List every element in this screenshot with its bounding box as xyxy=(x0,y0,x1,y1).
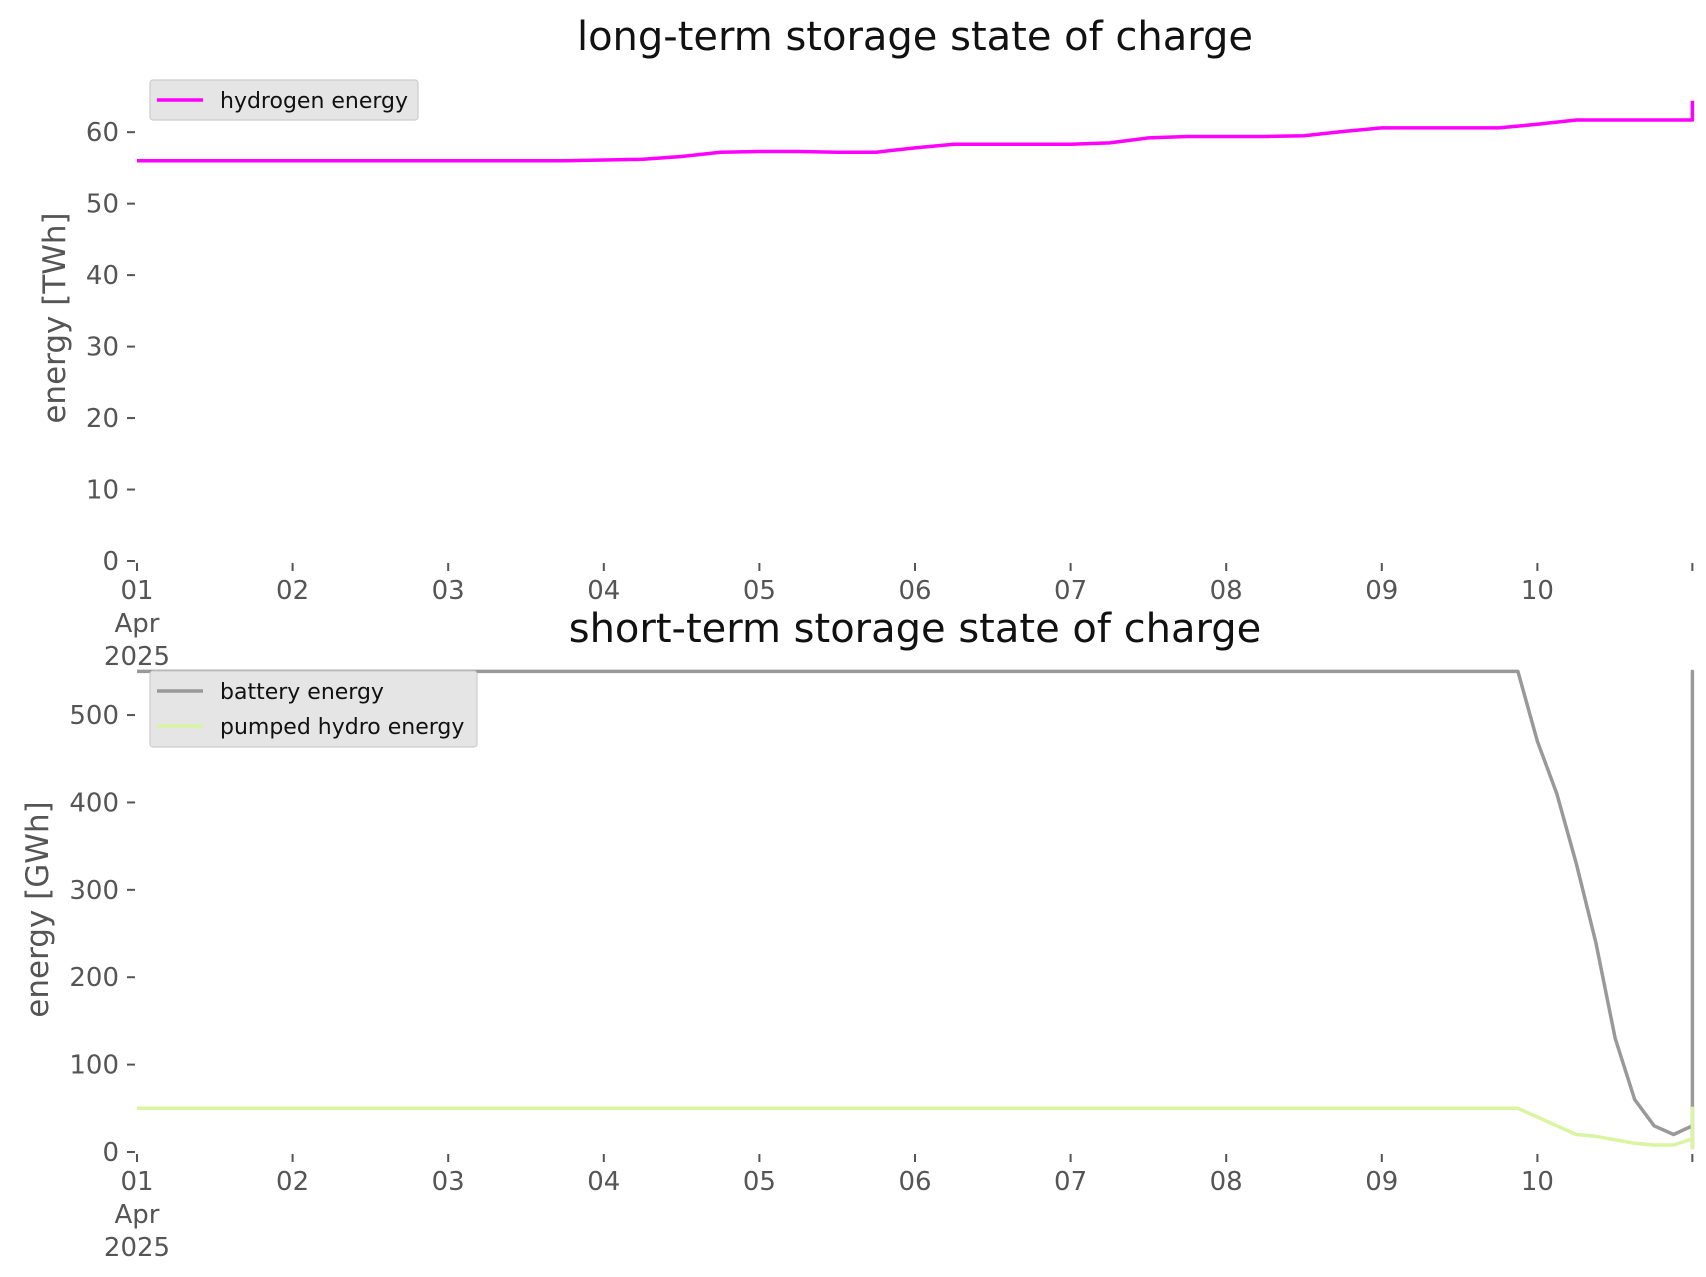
x-tick-label: 09 xyxy=(1365,1167,1398,1197)
x-tick-label: 02 xyxy=(276,1167,309,1197)
x-tick-label: 06 xyxy=(898,1167,931,1197)
y-tick-label: 300 xyxy=(69,876,119,906)
legend-box xyxy=(149,79,419,121)
legend-entry: pumped hydro energy xyxy=(220,715,464,740)
x-tick-label: 10 xyxy=(1521,576,1554,606)
x-tick-label: 08 xyxy=(1210,576,1243,606)
chart-panel-2: short-term storage state of charge energy… xyxy=(20,606,1695,1263)
x-tick-label: 07 xyxy=(1054,576,1087,606)
y-tick-label: 400 xyxy=(69,788,119,818)
x-tick-label: 03 xyxy=(432,576,465,606)
y-tick-label: 200 xyxy=(69,963,119,993)
x-tick-label: 10 xyxy=(1521,1167,1554,1197)
chart-title: short-term storage state of charge xyxy=(569,606,1262,652)
series-line-battery-energy xyxy=(137,669,1695,1150)
legend: battery energy pumped hydro energy xyxy=(149,670,478,748)
x-tick-label: 03 xyxy=(432,1167,465,1197)
y-tick-label: 50 xyxy=(86,190,119,220)
y-tick-label: 0 xyxy=(102,1138,119,1168)
x-tick-label: 07 xyxy=(1054,1167,1087,1197)
x-tick-label: 08 xyxy=(1210,1167,1243,1197)
series-line-hydrogen-energy xyxy=(137,100,1695,163)
y-tick-label: 10 xyxy=(86,476,119,506)
y-axis-label: energy [GWh] xyxy=(20,801,56,1017)
series-line-pumped-hydro-energy xyxy=(137,1106,1695,1150)
y-tick-label: 500 xyxy=(69,701,119,731)
x-tick-label: 09 xyxy=(1365,576,1398,606)
legend: hydrogen energy xyxy=(149,79,419,121)
x-tick-label: 05 xyxy=(743,576,776,606)
x-tick-label: 04 xyxy=(587,1167,620,1197)
y-tick-label: 40 xyxy=(86,261,119,291)
legend-entry: battery energy xyxy=(220,680,384,705)
x-tick-label: 01 Apr 2025 xyxy=(104,1167,170,1263)
x-tick-label: 06 xyxy=(898,576,931,606)
x-tick-label: 02 xyxy=(276,576,309,606)
legend-entry: hydrogen energy xyxy=(220,89,408,114)
x-tick-label: 04 xyxy=(587,576,620,606)
legend-box xyxy=(149,670,478,748)
y-axis-label: energy [TWh] xyxy=(37,212,73,423)
y-tick-label: 30 xyxy=(86,333,119,363)
y-tick-label: 0 xyxy=(102,547,119,577)
y-tick-label: 60 xyxy=(86,118,119,148)
chart-panel-1: long-term storage state of charge energy … xyxy=(37,14,1695,672)
y-tick-label: 100 xyxy=(69,1051,119,1081)
x-tick-label: 05 xyxy=(743,1167,776,1197)
y-tick-label: 20 xyxy=(86,404,119,434)
x-tick-label: 01 Apr 2025 xyxy=(104,576,170,672)
chart-title: long-term storage state of charge xyxy=(577,14,1253,60)
